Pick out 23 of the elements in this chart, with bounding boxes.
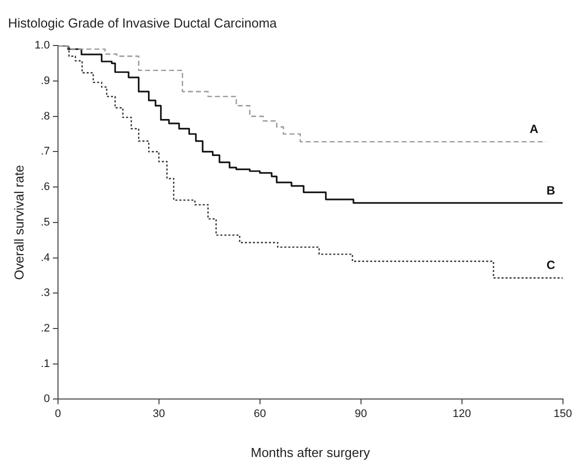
y-tick-label: .6: [40, 181, 50, 194]
x-tick-label: 60: [254, 408, 266, 420]
y-tick-label: .2: [40, 322, 50, 335]
x-tick-label: 150: [554, 408, 572, 420]
chart-title: Histologic Grade of Invasive Ductal Carcinoma: [8, 15, 278, 30]
y-axis-title: Overall survival rate: [11, 164, 26, 280]
y-tick-label: 0: [44, 393, 50, 406]
series-label: B: [546, 183, 556, 198]
y-tick-label: .4: [40, 252, 50, 264]
series-label: C: [546, 258, 556, 272]
y-tick-label: .5: [40, 216, 50, 228]
x-axis-title: Months after surgery: [250, 444, 370, 460]
y-tick-label: 1.0: [34, 40, 50, 52]
x-tick-label: 90: [354, 408, 367, 420]
x-tick-label: 30: [152, 408, 166, 420]
series-label: A: [530, 122, 539, 136]
y-tick-label: .7: [40, 146, 50, 158]
y-tick-label: .8: [40, 110, 50, 122]
y-tick-label: .1: [40, 358, 50, 370]
y-tick-label: .3: [40, 287, 50, 300]
x-tick-label: 120: [452, 408, 472, 420]
y-tick-label: .9: [40, 74, 50, 87]
x-tick-label: 0: [54, 408, 61, 420]
